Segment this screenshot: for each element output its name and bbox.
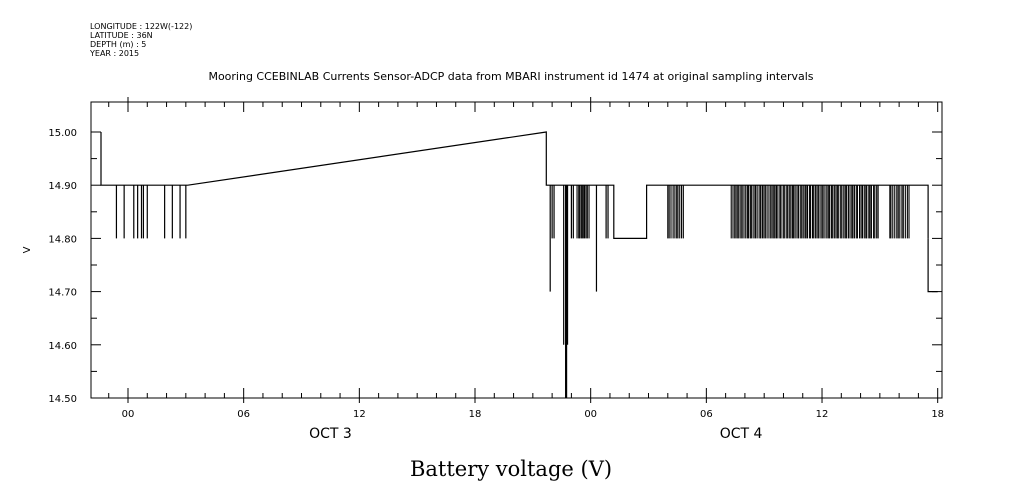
x-tick-label: 06 <box>237 409 250 420</box>
x-tick-label: 18 <box>931 409 944 420</box>
x-axis-title: Battery voltage (V) <box>410 457 612 481</box>
x-tick-label: 00 <box>122 409 135 420</box>
y-tick-label: 14.50 <box>48 394 77 405</box>
y-tick-label: 14.70 <box>48 288 77 299</box>
y-tick-label: 15.00 <box>48 128 77 139</box>
latitude-label: LATITUDE : 36N <box>90 31 153 40</box>
y-axis-title: V <box>22 246 33 253</box>
year-label: YEAR : 2015 <box>90 49 140 58</box>
x-tick-label: 18 <box>469 409 482 420</box>
day-label: OCT 4 <box>720 426 763 442</box>
day-label: OCT 3 <box>309 426 352 442</box>
x-tick-label: 00 <box>584 409 597 420</box>
depth-label: DEPTH (m) : 5 <box>90 40 147 49</box>
x-tick-label: 06 <box>700 409 713 420</box>
longitude-label: LONGITUDE : 122W(-122) <box>90 22 193 31</box>
x-tick-label: 12 <box>816 409 829 420</box>
chart-title: Mooring CCEBINLAB Currents Sensor-ADCP d… <box>208 70 813 83</box>
plot-frame <box>90 101 943 399</box>
y-tick-label: 14.90 <box>48 181 77 192</box>
series-tail <box>927 238 938 293</box>
y-tick-label: 14.80 <box>48 234 77 245</box>
y-tick-label: 14.60 <box>48 341 77 352</box>
series-line <box>100 131 929 239</box>
x-tick-label: 12 <box>353 409 366 420</box>
